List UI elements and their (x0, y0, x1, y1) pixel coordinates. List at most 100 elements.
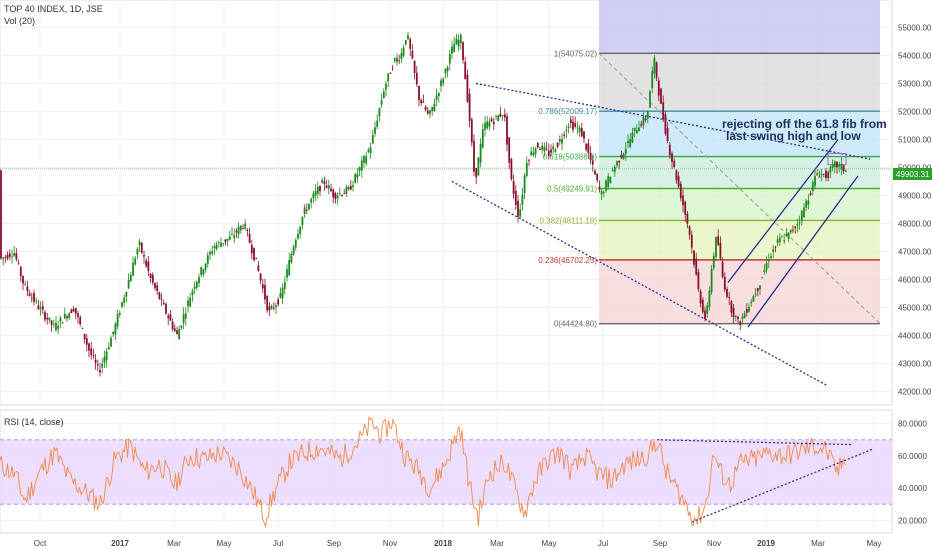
candle-body (719, 242, 722, 259)
candle-body (563, 134, 566, 137)
candle-body (261, 284, 264, 289)
candle-body (189, 297, 192, 307)
fib-zone (599, 156, 880, 189)
candle-body (805, 200, 808, 208)
candle-body (248, 233, 251, 243)
candle-body (756, 288, 759, 291)
fib-zone-top (599, 0, 880, 54)
candle-body (165, 304, 167, 314)
candle-body (35, 300, 38, 302)
candle-body (743, 313, 746, 319)
candle-body (492, 121, 495, 125)
candle-body (642, 116, 645, 126)
candle-body (464, 61, 467, 80)
candle-body (239, 225, 242, 231)
candle-body (682, 195, 684, 206)
candle-body (651, 70, 654, 89)
candle-body (79, 317, 82, 325)
candle-body (750, 302, 753, 304)
candle-body (264, 285, 266, 300)
candle-body (519, 209, 522, 217)
volume-legend: Vol (20) (4, 16, 35, 26)
candle-body (829, 167, 832, 173)
candle-body (101, 363, 104, 368)
candle-body (583, 131, 585, 139)
candle-body (429, 110, 431, 114)
candle-body (334, 193, 337, 200)
candle-body (398, 60, 401, 62)
candle-body (684, 201, 687, 215)
candle-body (55, 322, 57, 331)
candle-body (539, 148, 541, 150)
rsi-tick-label: 40.0000 (898, 484, 927, 493)
candle-body (695, 258, 698, 275)
candle-body (96, 364, 99, 366)
candle-body (409, 39, 412, 49)
rsi-legend: RSI (14, close) (4, 417, 64, 427)
candle-body (162, 303, 165, 305)
candle-body (323, 181, 326, 185)
candle-body (613, 167, 616, 173)
candle-body (156, 285, 159, 292)
candle-body (831, 164, 834, 168)
candle-body (330, 188, 332, 192)
candle-body (772, 249, 775, 252)
candle-body (365, 156, 368, 164)
candle-body (327, 185, 330, 189)
candle-body (136, 248, 139, 255)
candle-body (180, 325, 183, 328)
candle-body (550, 149, 552, 153)
candle-body (737, 316, 739, 319)
candle-body (838, 164, 841, 167)
candle-body (827, 172, 830, 179)
candle-body (272, 307, 275, 309)
candle-body (594, 170, 596, 175)
candle-body (754, 293, 757, 295)
candle-body (466, 74, 469, 102)
candle-body (13, 253, 16, 256)
candle-body (671, 153, 673, 163)
candle-body (655, 62, 658, 78)
x-tick-label: May (216, 539, 231, 548)
candle-body (211, 251, 214, 254)
candle-body (576, 127, 579, 129)
candle-body (420, 99, 423, 104)
candle-body (545, 148, 548, 150)
fib-diagonal (598, 52, 881, 325)
candle-body (844, 170, 847, 172)
price-tick-label: 46000.00 (898, 276, 932, 285)
candle-body (635, 130, 638, 134)
candle-body (499, 113, 502, 117)
candle-body (739, 321, 742, 326)
candle-body (8, 253, 11, 257)
candle-body (803, 207, 805, 218)
candle-body (503, 114, 506, 118)
candle-body (633, 127, 636, 131)
candle-body (530, 151, 533, 156)
x-tick-label: Sep (327, 539, 342, 548)
rsi-tick-label: 60.0000 (898, 452, 927, 461)
rsi-upper-trendline (656, 439, 853, 446)
candle-body (231, 233, 233, 235)
candle-body (160, 298, 163, 300)
candle-body (354, 174, 357, 183)
candle-body (741, 316, 744, 319)
candle-body (759, 285, 761, 290)
candle-body (765, 262, 768, 270)
fib-zone (599, 53, 880, 112)
candle-body (356, 173, 359, 178)
candle-body (325, 185, 328, 188)
candle-body (809, 193, 812, 195)
candle-body (358, 167, 361, 171)
candle-body (459, 34, 462, 44)
candle-body (77, 313, 79, 318)
candle-body (457, 39, 460, 47)
candle-body (158, 292, 161, 299)
candle-body (567, 126, 570, 128)
candle-body (28, 293, 31, 296)
candle-body (217, 241, 220, 243)
candle-body (235, 230, 238, 233)
candle-body (391, 68, 394, 70)
candle-body (140, 242, 143, 253)
